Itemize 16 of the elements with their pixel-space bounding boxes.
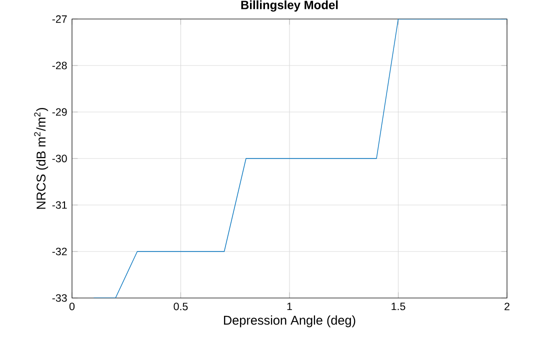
y-tick-label: -28 <box>52 62 67 70</box>
y-tick-label: -27 <box>52 15 67 23</box>
chart-title: Billingsley Model <box>241 0 338 12</box>
y-tick-label: -32 <box>52 248 67 256</box>
y-axis-title: NRCS (dB m$^{2}$/m$^{2}$) <box>34 108 48 209</box>
y-tick-label: -31 <box>52 201 67 209</box>
y-tick-label: -30 <box>52 154 67 162</box>
x-tick-label: 1.5 <box>392 302 406 310</box>
x-tick-label: 0 <box>69 302 75 310</box>
line-series <box>93 19 507 298</box>
y-tick-label: -29 <box>52 108 67 116</box>
x-tick-label: 2 <box>504 302 510 310</box>
x-tick-label: 1 <box>287 302 292 310</box>
x-axis-title: Depression Angle (deg) <box>224 315 356 328</box>
x-tick-label: 0.5 <box>174 302 188 310</box>
y-tick-label: -33 <box>52 294 67 302</box>
